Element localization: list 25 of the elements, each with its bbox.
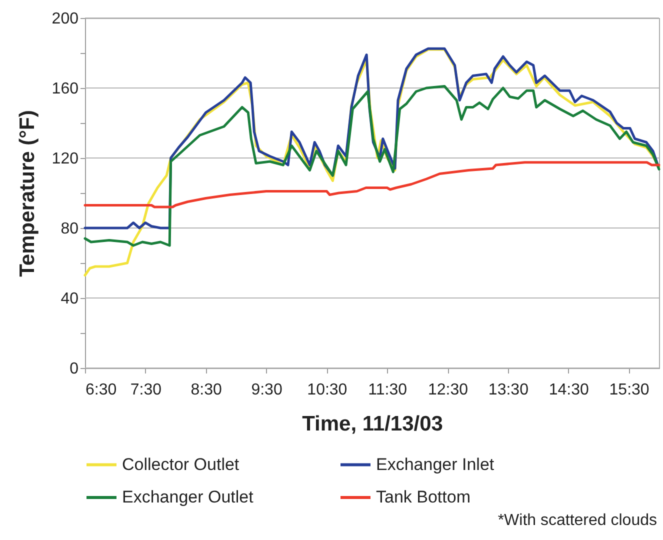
y-axis-title: Temperature (°F) <box>16 110 39 277</box>
text: *With scattered clouds <box>496 512 657 530</box>
y-tick-label: 80 <box>60 220 79 238</box>
y-tick-label: 200 <box>52 10 79 28</box>
x-tick-label: 10:30 <box>307 382 348 398</box>
x-tick-label: 6:30 <box>86 382 117 398</box>
legend-label: Tank Bottom <box>376 488 470 506</box>
legend-label: Exchanger Outlet <box>122 488 254 506</box>
y-tick-label: 40 <box>60 290 79 308</box>
y-tick-label: 160 <box>52 80 79 98</box>
x-tick-label: 11:30 <box>368 382 408 398</box>
x-axis-title: Time, 11/13/03 <box>302 412 443 436</box>
y-tick-label: 0 <box>70 360 79 378</box>
x-tick-label: 14:30 <box>548 382 589 398</box>
x-tick-label: 8:30 <box>190 382 222 398</box>
x-tick-label: 12:30 <box>428 382 468 398</box>
x-tick-label: 9:30 <box>251 382 282 398</box>
legend-label: Collector Outlet <box>122 454 240 474</box>
line-series <box>84 85 660 247</box>
x-tick-label: 7:30 <box>130 382 162 398</box>
line-series <box>84 161 660 208</box>
x-tick-label: 15:30 <box>609 382 650 398</box>
legend-label: Exchanger Inlet <box>376 454 494 474</box>
y-tick-label: 120 <box>52 150 79 168</box>
x-tick-label: 13:30 <box>488 382 529 398</box>
